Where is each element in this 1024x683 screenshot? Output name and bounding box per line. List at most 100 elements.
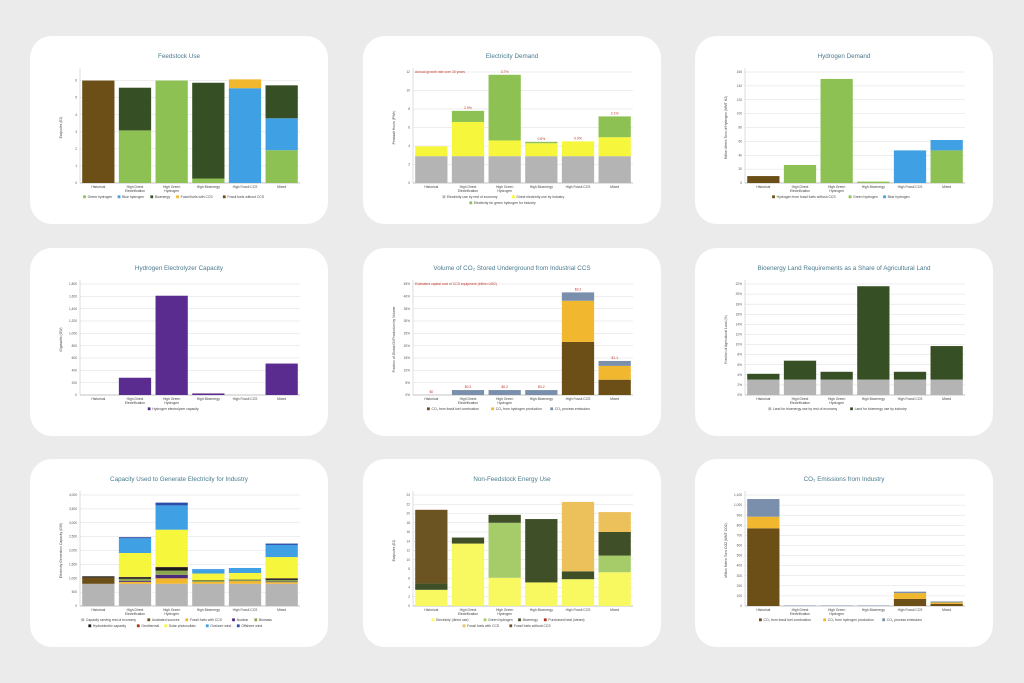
legend-item[interactable]: Hydrogen from fossil fuels without CCS: [772, 195, 836, 199]
bar-segment: [265, 578, 298, 580]
legend-item[interactable]: Fossil fuels with CCS: [185, 618, 223, 622]
chart-title: Capacity Used to Generate Electricity fo…: [110, 476, 249, 483]
legend-item[interactable]: Blue hydrogen: [117, 195, 144, 199]
legend-swatch: [491, 407, 495, 411]
bar-segment: [857, 181, 890, 183]
legend-item[interactable]: CO₂ from hydrogen production: [823, 618, 874, 622]
legend-item[interactable]: CO₂ from fossil fuel combustion: [759, 618, 811, 622]
y-tick-label: 5: [75, 96, 77, 100]
legend-item[interactable]: Electricity for green hydrogen for indus…: [469, 201, 536, 205]
legend-item[interactable]: CO₂ from fossil fuel combustion: [427, 407, 479, 411]
legend-item[interactable]: Direct electricity use by industry: [512, 195, 564, 199]
legend-item[interactable]: Fossil fuels without CCS: [509, 624, 551, 628]
bar-segment: [525, 141, 558, 144]
legend-item[interactable]: Offshore wind: [236, 624, 262, 628]
y-tick-label: 400: [72, 368, 78, 372]
chart-card: Electricity Demand 0 2 4 6 8 10 12 Petawatt Hour…: [363, 36, 661, 224]
legend-label: Blue hydrogen: [888, 195, 910, 199]
legend-label: CO₂ from hydrogen production: [496, 407, 542, 411]
legend-label: Geothermal: [141, 624, 159, 628]
x-tick-label: High Bioenergy: [862, 185, 885, 189]
legend-label: Electricity for green hydrogen for indus…: [474, 201, 536, 205]
y-tick-label: 40: [738, 153, 742, 157]
bar-segment: [118, 130, 152, 183]
legend-label: Bioenergy: [155, 195, 171, 199]
legend-label: Hydroelectric capacity: [93, 624, 126, 628]
y-tick-label: 160: [737, 70, 743, 74]
legend-item[interactable]: Fossil fuels with CCS: [176, 195, 213, 199]
legend-item[interactable]: Bioenergy: [518, 618, 538, 622]
legend-swatch: [81, 618, 85, 622]
y-tick-label: 20%: [404, 344, 411, 348]
legend-item[interactable]: Bioenergy: [150, 195, 170, 199]
y-tick-label: 4,000: [69, 493, 77, 497]
legend-item[interactable]: CO₂ process emissions: [882, 618, 922, 622]
x-tick-label: High Fossil CCS: [898, 608, 924, 612]
legend-swatch: [759, 618, 762, 622]
x-tick-label: High Green Hydrogen: [163, 397, 180, 405]
chart-title: Non-Feedstock Energy Use: [473, 476, 551, 483]
legend-item[interactable]: Purchased heat (steam): [543, 618, 585, 622]
legend-label: Capacity serving rest of economy: [86, 618, 136, 622]
bar-segment: [118, 537, 152, 539]
legend-item[interactable]: CO₂ process emissions: [550, 407, 590, 411]
legend-label: Fossil fuels with CCS: [190, 618, 223, 622]
legend-item[interactable]: Electricity use by rest of economy: [442, 195, 498, 199]
bar-segment: [747, 379, 780, 395]
legend-item[interactable]: Geothermal: [136, 624, 159, 628]
bar-segment: [155, 570, 188, 575]
legend-item[interactable]: Green hydrogen: [83, 195, 112, 199]
legend-item[interactable]: Blue hydrogen: [883, 195, 910, 199]
legend-label: Land for bioenergy use by industry: [855, 407, 907, 411]
y-axis-label: Million Metric Tons of Hydrogen (MMT H2): [724, 96, 728, 159]
y-tick-label: 1,100: [734, 493, 742, 497]
legend-item[interactable]: CO₂ from hydrogen production: [491, 407, 542, 411]
bar-segment: [82, 583, 115, 606]
legend-swatch: [147, 618, 151, 622]
legend-item[interactable]: Fossil fuels with CCS: [462, 624, 500, 628]
y-tick-label: 0%: [737, 393, 742, 397]
legend-item[interactable]: Land for bioenergy use by industry: [850, 407, 907, 411]
y-tick-label: 0: [408, 181, 410, 185]
bar-segment: [598, 156, 631, 183]
bar-segment: [451, 156, 485, 183]
legend-item[interactable]: Hydrogen electrolyzer capacity: [147, 407, 199, 411]
bar-segment: [118, 552, 152, 577]
y-tick-label: 25%: [404, 331, 411, 335]
x-tick-label: High Green Hydrogen: [828, 397, 845, 405]
x-tick-label: Mixed: [610, 397, 619, 401]
y-tick-label: 1,400: [69, 307, 77, 311]
y-tick-label: 60: [738, 139, 742, 143]
legend-item[interactable]: Green hydrogen: [483, 618, 513, 622]
legend-label: Fossil fuels without CCS: [227, 195, 264, 199]
bar-segment: [265, 118, 298, 151]
legend-item[interactable]: Biomass: [254, 618, 272, 622]
x-tick-label: Historical: [424, 608, 438, 612]
bar-segment: [415, 509, 448, 584]
legend-item[interactable]: Green hydrogen: [848, 195, 878, 199]
legend-item[interactable]: Onshore wind: [205, 624, 232, 628]
x-tick-label: Historical: [756, 608, 770, 612]
legend-item[interactable]: Fossil fuels without CCS: [222, 195, 265, 199]
bar-segment: [488, 156, 521, 183]
bar-segment: [228, 583, 262, 606]
legend-item[interactable]: Capacity serving rest of economy: [81, 618, 136, 622]
legend-item[interactable]: Unabated sources: [147, 618, 180, 622]
bar-segment: [265, 581, 298, 583]
bar-segment: [265, 363, 298, 395]
y-axis-label: Million Metric Tons CO2 (MMT CO2): [724, 523, 728, 578]
y-tick-label: 0: [740, 181, 742, 185]
y-tick-label: 22%: [736, 282, 743, 286]
bar-segment: [488, 74, 521, 141]
bar-segment: [893, 371, 927, 380]
y-axis-label: Fraction of Agricultural Land (%): [724, 315, 728, 363]
legend-item[interactable]: Land for bioenergy use by rest of econom…: [768, 407, 837, 411]
legend-item[interactable]: Solar photovoltaic: [164, 624, 196, 628]
y-tick-label: 80: [738, 126, 742, 130]
bar-segment: [118, 580, 152, 582]
y-tick-label: 1,600: [69, 294, 77, 298]
legend-item[interactable]: Hydroelectric capacity: [88, 624, 126, 628]
legend-item[interactable]: Electricity (direct use): [431, 618, 469, 622]
bar-segment: [561, 141, 595, 157]
legend-item[interactable]: Nuclear: [232, 618, 249, 622]
